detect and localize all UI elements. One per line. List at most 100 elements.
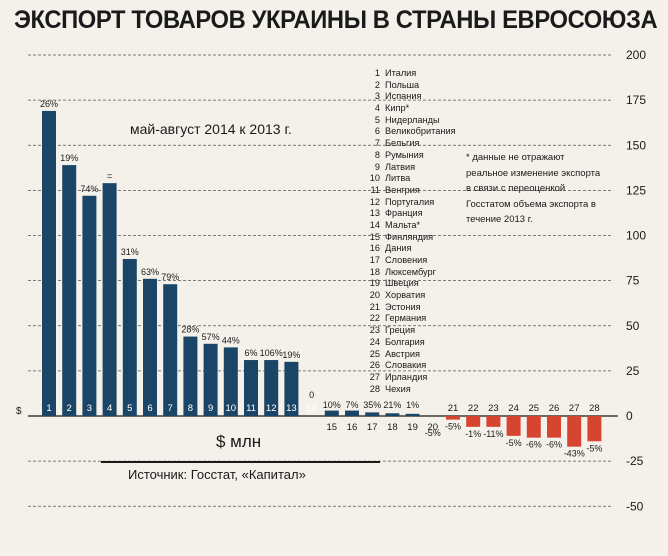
- country-list-item: 26 Словакия: [366, 360, 456, 372]
- category-number-label: 5: [127, 403, 132, 414]
- country-number: 7: [374, 138, 380, 149]
- bar: [486, 416, 501, 427]
- country-number: 21: [369, 301, 380, 312]
- bar-data-label: -5%: [586, 443, 602, 453]
- bar: [345, 410, 359, 416]
- country-list-item: 13 Франция: [366, 208, 456, 220]
- country-name: Люксембург: [385, 266, 436, 277]
- country-list-item: 23 Греция: [366, 325, 456, 337]
- category-number-label: 23: [488, 403, 499, 414]
- bars: [42, 110, 602, 447]
- country-name: Латвия: [385, 161, 416, 172]
- country-name: Испания: [385, 91, 422, 102]
- country-list-item: 8 Румыния: [366, 150, 456, 162]
- country-name: Польша: [385, 79, 420, 90]
- country-name: Италия: [385, 68, 417, 78]
- left-axis-symbol: $: [16, 406, 22, 417]
- country-name: Греция: [385, 325, 416, 336]
- country-list-item: 21 Эстония: [366, 302, 456, 314]
- country-list-item: 24 Болгария: [366, 337, 456, 349]
- country-list-item: 14 Мальта*: [366, 220, 456, 232]
- country-name: Кипр*: [385, 103, 410, 114]
- country-number: 26: [369, 360, 380, 371]
- y-tick-label: 100: [626, 229, 646, 243]
- bar: [82, 195, 97, 416]
- bar: [526, 416, 541, 438]
- bar-data-label: 57%: [202, 332, 220, 342]
- country-number: 11: [370, 184, 380, 195]
- country-number: 12: [369, 196, 380, 207]
- country-list-item: 1 Италия: [366, 68, 456, 80]
- country-name: Португалия: [385, 196, 435, 207]
- category-number-label: 24: [508, 403, 519, 414]
- bar-data-label: -5%: [445, 422, 461, 432]
- y-tick-label: 200: [626, 48, 646, 62]
- category-number-label: 22: [468, 403, 479, 414]
- country-name: Словения: [385, 255, 428, 265]
- country-name: Эстония: [385, 301, 421, 312]
- bar-data-label: -43%: [564, 449, 585, 459]
- bar-data-label: =: [107, 171, 112, 181]
- chart-subtitle: май-август 2014 к 2013 г.: [130, 121, 292, 137]
- bar: [163, 284, 178, 416]
- country-list-item: 28 Чехия: [366, 384, 456, 396]
- bar-data-label: 74%: [80, 184, 98, 194]
- bar: [62, 165, 77, 416]
- bar-data-label: 106%: [260, 348, 283, 358]
- country-name: Румыния: [385, 149, 424, 160]
- source-note: Источник: Госстат, «Капитал»: [128, 467, 306, 482]
- bar: [203, 343, 218, 416]
- country-name: Швеция: [385, 278, 419, 289]
- category-number-label: 10: [226, 403, 237, 414]
- bar-data-label: 26%: [40, 99, 58, 109]
- bar: [506, 416, 521, 436]
- bar: [385, 413, 400, 416]
- country-number: 2: [374, 79, 380, 90]
- bar-data-label: 6%: [244, 348, 257, 358]
- bar: [466, 416, 481, 427]
- country-legend: 1 Италия 2 Польша 3 Испания 4 Кипр* 5 Нидерланды 6…: [366, 68, 456, 395]
- country-list-item: 18 Люксембург: [366, 267, 456, 279]
- country-number: 17: [369, 255, 380, 265]
- bar: [42, 110, 56, 416]
- category-number-label: 8: [188, 403, 193, 414]
- country-number: 25: [369, 348, 380, 359]
- country-list-item: 5 Нидерланды: [366, 115, 456, 127]
- category-number-label: 1: [46, 403, 51, 414]
- footnote: * данные не отражают реальное изменение …: [466, 152, 601, 225]
- category-number-label: 25: [529, 403, 540, 414]
- bar-data-label: -5%: [506, 438, 522, 448]
- bar-data-label: 35%: [363, 400, 381, 410]
- bar: [143, 278, 157, 416]
- category-number-label: 3: [87, 403, 92, 414]
- chart-title: ЭКСПОРТ ТОВАРОВ УКРАИНЫ В СТРАНЫ ЕВРОСОЮ…: [14, 6, 658, 34]
- category-number-label: 13: [286, 403, 297, 414]
- country-number: 16: [369, 243, 380, 254]
- country-number: 14: [369, 219, 380, 230]
- y-tick-label: 150: [626, 138, 646, 152]
- country-list-item: 22 Германия: [366, 313, 456, 325]
- bar-data-label: -6%: [526, 440, 542, 450]
- bar: [405, 413, 420, 416]
- bar: [223, 347, 238, 416]
- country-list-item: 19 Швеция: [366, 278, 456, 290]
- country-list-item: 4 Кипр*: [366, 103, 456, 115]
- category-number-label: 18: [387, 422, 398, 433]
- country-name: Хорватия: [385, 290, 426, 301]
- country-list-item: 25 Австрия: [366, 349, 456, 361]
- category-number-label: 12: [266, 403, 277, 414]
- country-number: 3: [374, 91, 380, 102]
- bar: [264, 360, 279, 416]
- country-name: Болгария: [385, 336, 425, 347]
- bar: [547, 416, 561, 438]
- bar-data-label: 19%: [60, 153, 78, 163]
- bar: [365, 412, 380, 416]
- country-number: 1: [374, 68, 380, 78]
- country-number: 8: [374, 149, 380, 160]
- category-number-label: 9: [208, 403, 213, 414]
- country-name: Бельгия: [385, 138, 420, 149]
- country-number: 4: [374, 103, 380, 114]
- y-tick-label: 0: [626, 409, 633, 423]
- bar-data-label: 79%: [161, 272, 179, 282]
